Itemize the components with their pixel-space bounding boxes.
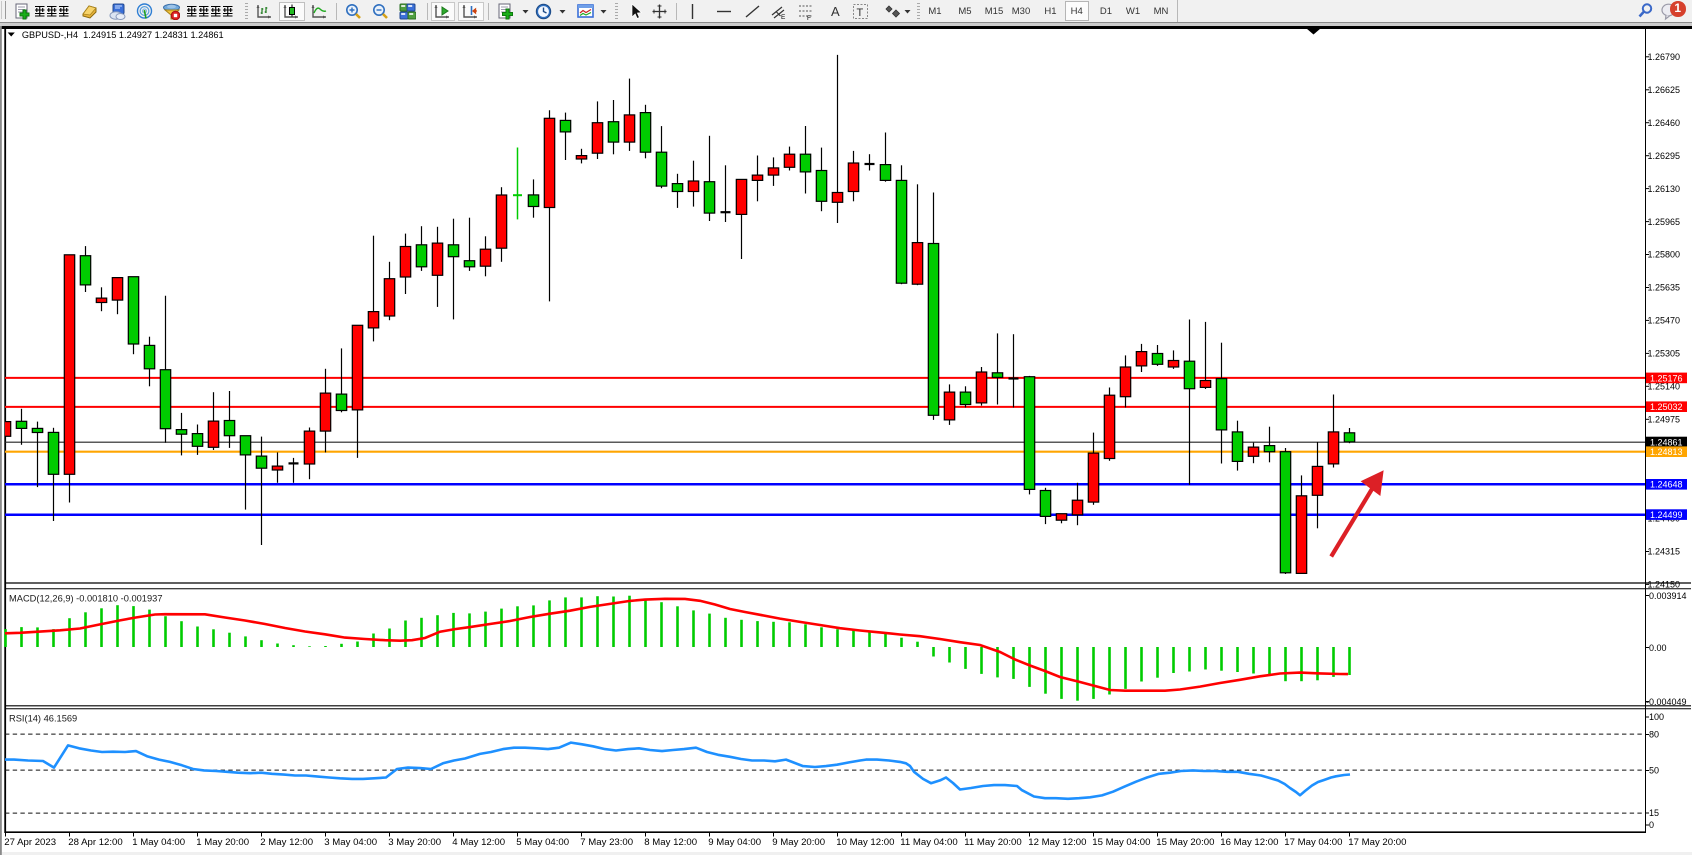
svg-text:-0.004049: -0.004049: [1646, 697, 1687, 707]
svg-text:E: E: [781, 14, 786, 20]
svg-text:RSI(14) 46.1569: RSI(14) 46.1569: [9, 713, 77, 723]
svg-text:1.25635: 1.25635: [1648, 283, 1681, 293]
svg-text:1.26625: 1.26625: [1648, 85, 1681, 95]
svg-text:17 May 04:00: 17 May 04:00: [1284, 837, 1342, 848]
svg-text:1.24975: 1.24975: [1648, 415, 1681, 425]
svg-text:27 Apr 2023: 27 Apr 2023: [4, 837, 56, 848]
svg-text:T: T: [857, 7, 864, 19]
svg-text:1.26460: 1.26460: [1648, 118, 1681, 128]
svg-text:3 May 20:00: 3 May 20:00: [388, 837, 441, 848]
svg-text:8 May 12:00: 8 May 12:00: [644, 837, 697, 848]
svg-text:1.24315: 1.24315: [1648, 547, 1681, 557]
svg-text:1 May 20:00: 1 May 20:00: [196, 837, 249, 848]
svg-text:0.00: 0.00: [1649, 643, 1667, 653]
svg-text:1.25176: 1.25176: [1650, 373, 1683, 383]
svg-text:50: 50: [1649, 766, 1659, 776]
svg-text:A: A: [831, 4, 840, 19]
svg-text:16 May 12:00: 16 May 12:00: [1220, 837, 1278, 848]
svg-text:1.24861: 1.24861: [1650, 437, 1683, 447]
svg-text:11 May 04:00: 11 May 04:00: [900, 837, 957, 848]
svg-text:15 May 04:00: 15 May 04:00: [1092, 837, 1150, 848]
svg-text:15: 15: [1649, 808, 1659, 818]
svg-text:9 May 20:00: 9 May 20:00: [772, 837, 825, 848]
svg-text:11 May 20:00: 11 May 20:00: [964, 837, 1021, 848]
svg-text:3 May 04:00: 3 May 04:00: [324, 837, 377, 848]
svg-text:2 May 12:00: 2 May 12:00: [260, 837, 313, 848]
svg-text:GBPUSD-,H4 1.24915 1.24927 1.: GBPUSD-,H4 1.24915 1.24927 1.24831 1.248…: [22, 30, 224, 40]
svg-text:1.24499: 1.24499: [1650, 510, 1683, 520]
svg-text:1.25032: 1.25032: [1650, 402, 1683, 412]
svg-text:1.24813: 1.24813: [1650, 447, 1683, 457]
svg-text:80: 80: [1649, 730, 1659, 740]
svg-text:10 May 12:00: 10 May 12:00: [836, 837, 894, 848]
svg-text:1.25305: 1.25305: [1648, 349, 1681, 359]
svg-text:1.24150: 1.24150: [1648, 580, 1681, 590]
svg-text:1 May 04:00: 1 May 04:00: [132, 837, 185, 848]
svg-text:1.25965: 1.25965: [1648, 217, 1681, 227]
svg-text:MACD(12,26,9) -0.001810 -0.001: MACD(12,26,9) -0.001810 -0.001937: [9, 593, 163, 603]
svg-text:F: F: [807, 15, 811, 21]
svg-text:28 Apr 12:00: 28 Apr 12:00: [68, 837, 122, 848]
svg-text:15 May 20:00: 15 May 20:00: [1156, 837, 1214, 848]
svg-text:1.25800: 1.25800: [1648, 250, 1681, 260]
svg-text:1.24648: 1.24648: [1650, 480, 1683, 490]
svg-text:1.25140: 1.25140: [1648, 382, 1681, 392]
svg-text:1.26295: 1.26295: [1648, 151, 1681, 161]
svg-text:100: 100: [1649, 712, 1664, 722]
svg-text:1.26790: 1.26790: [1648, 52, 1681, 62]
svg-text:1.25470: 1.25470: [1648, 316, 1681, 326]
svg-text:1.26130: 1.26130: [1648, 184, 1681, 194]
svg-text:9 May 04:00: 9 May 04:00: [708, 837, 761, 848]
svg-text:12 May 12:00: 12 May 12:00: [1028, 837, 1086, 848]
svg-text:0.003914: 0.003914: [1649, 591, 1687, 601]
svg-text:4 May 12:00: 4 May 12:00: [452, 837, 505, 848]
svg-text:5 May 04:00: 5 May 04:00: [516, 837, 569, 848]
svg-text:17 May 20:00: 17 May 20:00: [1348, 837, 1406, 848]
svg-text:7 May 23:00: 7 May 23:00: [580, 837, 633, 848]
svg-text:0: 0: [1649, 820, 1654, 830]
